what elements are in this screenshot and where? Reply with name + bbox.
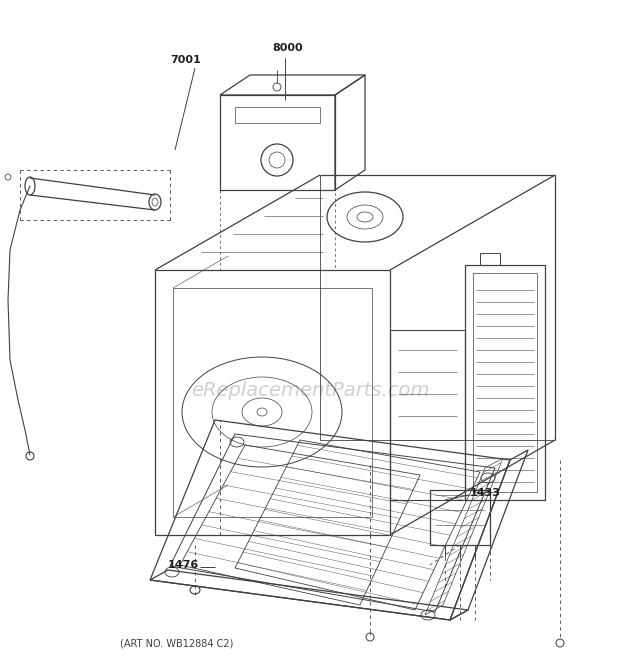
Text: eReplacementParts.com: eReplacementParts.com (191, 381, 429, 399)
Text: 1433: 1433 (470, 488, 501, 498)
Text: 8000: 8000 (272, 43, 303, 53)
Text: (ART NO. WB12884 C2): (ART NO. WB12884 C2) (120, 638, 233, 648)
Text: 1476: 1476 (168, 560, 199, 570)
Text: 7001: 7001 (170, 55, 201, 65)
